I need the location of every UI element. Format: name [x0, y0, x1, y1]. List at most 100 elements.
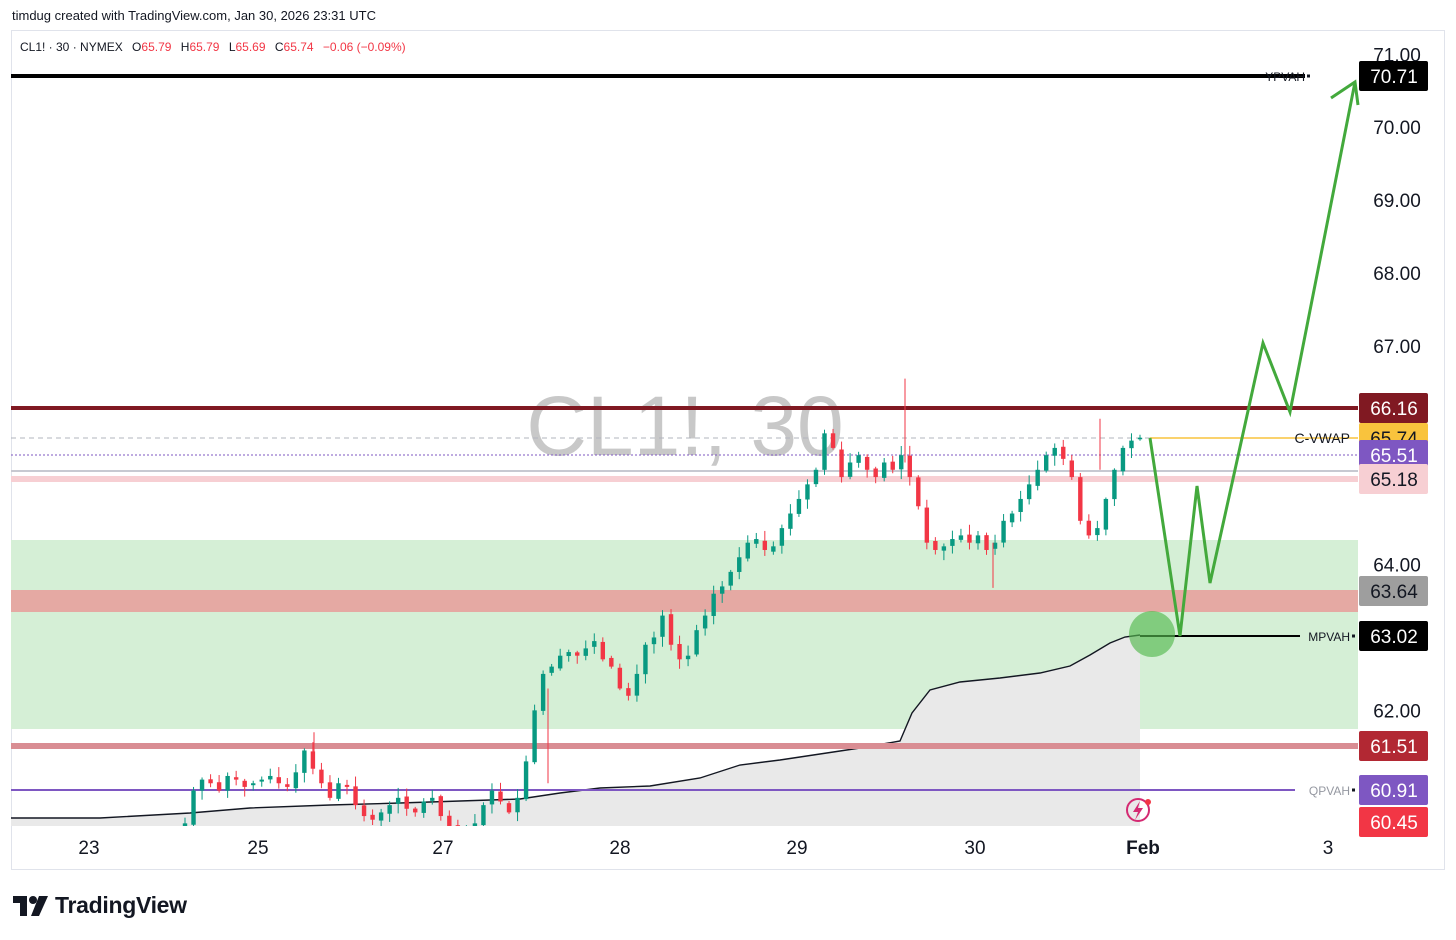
- candle: [404, 788, 409, 816]
- candle: [225, 772, 230, 798]
- candle: [199, 777, 205, 800]
- candle: [856, 451, 861, 468]
- candle: [353, 776, 358, 810]
- candle: [762, 530, 768, 556]
- candle: [182, 817, 188, 826]
- candle: [609, 655, 614, 669]
- projection-path[interactable]: [1148, 81, 1357, 637]
- candle: [984, 532, 989, 555]
- candle: [958, 528, 964, 543]
- candle: [643, 642, 648, 684]
- entry-marker[interactable]: [1129, 611, 1175, 657]
- candle: [899, 445, 904, 480]
- candle: [805, 479, 810, 509]
- candle: [370, 809, 375, 826]
- brand[interactable]: TradingView: [13, 892, 187, 919]
- candle: [1103, 497, 1109, 536]
- price-tick-6: 62.00: [1373, 701, 1421, 722]
- chart-frame: [11, 30, 1445, 870]
- candle: [327, 775, 333, 801]
- candle: [685, 645, 691, 667]
- candle: [1078, 472, 1083, 525]
- legend-high-label: H: [180, 40, 190, 54]
- price-label-4[interactable]: 65.18: [1359, 464, 1428, 494]
- time-tick-2: 27: [432, 838, 453, 859]
- candle: [481, 802, 486, 826]
- candle: [498, 782, 503, 805]
- legend-close-value: 65.74: [283, 40, 314, 54]
- candle: [319, 762, 324, 789]
- candle: [702, 609, 708, 636]
- price-label-value: 60.91: [1370, 781, 1418, 802]
- candle: [361, 799, 367, 822]
- projection-arrowhead: [1330, 79, 1360, 106]
- candle: [745, 535, 750, 562]
- price-label-6[interactable]: 63.02: [1359, 621, 1428, 651]
- candle: [191, 786, 196, 826]
- price-label-value: 65.18: [1370, 470, 1418, 491]
- vwap-area: [11, 635, 1140, 826]
- lightning-icon[interactable]: [1126, 798, 1151, 822]
- price-label-9[interactable]: 60.45: [1359, 807, 1428, 837]
- candle: [660, 610, 665, 647]
- price-label-value: 63.64: [1370, 582, 1418, 603]
- candle: [1026, 475, 1032, 505]
- price-label-0[interactable]: 70.71: [1359, 61, 1428, 91]
- candle: [302, 748, 307, 783]
- time-tick-3: 28: [609, 838, 630, 859]
- candle: [1044, 451, 1049, 473]
- candle: [421, 798, 426, 818]
- candle: [395, 787, 401, 814]
- time-axis[interactable]: 23 25 27 28 29 30 Feb 3: [78, 838, 1333, 859]
- legend-open-label: O: [132, 40, 142, 54]
- candle: [694, 624, 699, 657]
- candle: [881, 458, 887, 482]
- price-tick-3: 68.00: [1373, 264, 1421, 285]
- candle: [515, 789, 520, 822]
- legend-open-value: 65.79: [141, 40, 172, 54]
- candle: [575, 650, 580, 664]
- candle: [754, 532, 759, 548]
- candle: [1061, 439, 1066, 466]
- candle: [455, 819, 461, 826]
- candle: [728, 569, 733, 591]
- candlestick-series[interactable]: [182, 378, 1143, 844]
- candle: [378, 808, 384, 826]
- time-tick-5: 30: [964, 838, 985, 859]
- price-label-8[interactable]: 60.91: [1359, 775, 1428, 805]
- price-label-value: 63.02: [1370, 627, 1418, 648]
- legend-close-label: C: [274, 40, 284, 54]
- time-tick-4: 29: [786, 838, 807, 859]
- candle: [259, 776, 264, 787]
- candle: [557, 648, 563, 671]
- candle: [506, 800, 512, 815]
- price-label-value: 70.71: [1370, 67, 1418, 88]
- time-tick-1: 25: [247, 838, 268, 859]
- candle: [796, 490, 802, 517]
- legend-high-value: 65.79: [189, 40, 220, 54]
- candle: [216, 775, 222, 793]
- candle: [242, 778, 247, 797]
- candle: [830, 428, 836, 450]
- price-label-5[interactable]: 63.64: [1359, 576, 1428, 606]
- legend-symbol[interactable]: CL1! · 30 · NYMEX: [20, 40, 123, 54]
- price-axis[interactable]: 71.0070.0069.0068.0067.0064.0062.0070.71…: [1359, 45, 1428, 837]
- candle: [251, 780, 256, 791]
- price-label-3[interactable]: 65.51: [1359, 440, 1428, 470]
- candle: [668, 609, 674, 651]
- candle: [1086, 514, 1092, 539]
- price-label-1[interactable]: 66.16: [1359, 393, 1428, 423]
- candle: [276, 767, 281, 789]
- candle: [472, 814, 478, 826]
- time-tick-7: 3: [1323, 838, 1334, 859]
- price-label-7[interactable]: 61.51: [1359, 731, 1428, 761]
- resistance-zone: [11, 590, 1358, 612]
- price-tick-5: 64.00: [1373, 556, 1421, 577]
- candle: [592, 633, 597, 654]
- candle: [1112, 468, 1117, 506]
- candle: [1052, 443, 1057, 466]
- candle: [933, 537, 938, 555]
- candle: [233, 770, 239, 786]
- candle: [1001, 514, 1006, 548]
